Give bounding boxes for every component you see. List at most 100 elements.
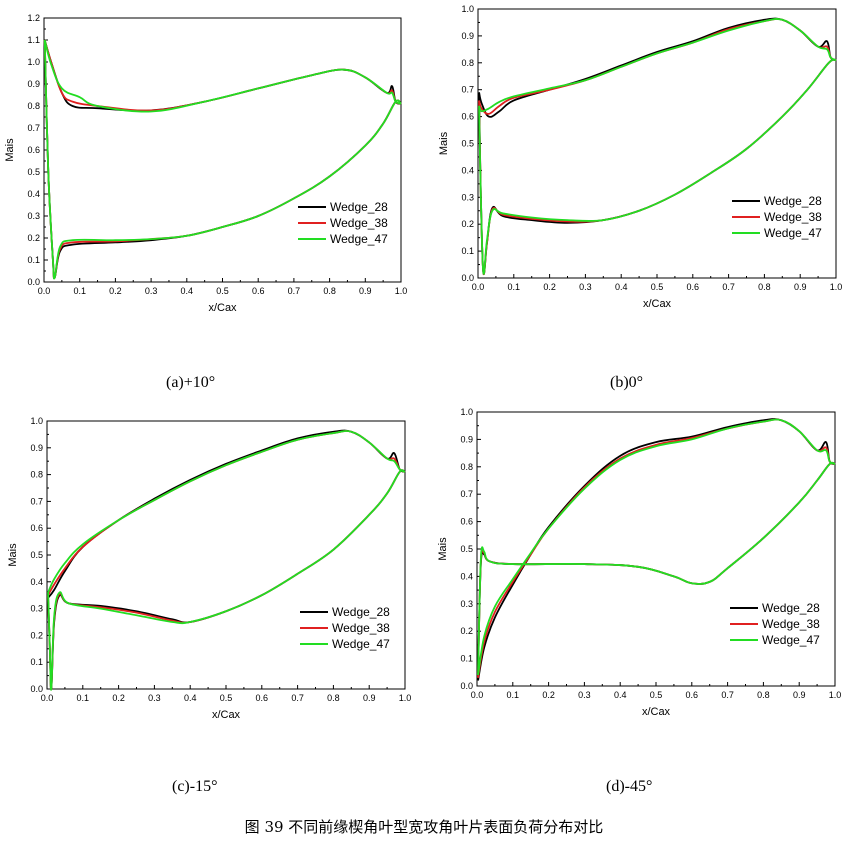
series-line-wedge-38-suction [47, 430, 406, 596]
x-tick-label: 0.8 [758, 282, 771, 292]
series-line-wedge-47-suction [478, 18, 837, 113]
y-tick-label: 0.7 [30, 496, 43, 506]
y-tick-label: 0.9 [460, 434, 473, 444]
y-tick-label: 0.7 [461, 85, 474, 95]
y-tick-label: 0.1 [27, 255, 40, 265]
x-tick-label: 0.1 [507, 690, 520, 700]
x-tick-label: 0.3 [578, 690, 591, 700]
x-tick-label: 0.2 [543, 282, 556, 292]
x-tick-label: 1.0 [830, 282, 843, 292]
y-tick-label: 0.0 [460, 681, 473, 691]
caption-panel-b: (b)0° [610, 374, 644, 391]
x-tick-label: 0.5 [651, 282, 664, 292]
series-line-wedge-28-suction [43, 39, 402, 112]
y-tick-label: 0.5 [27, 167, 40, 177]
x-axis-label: x/Cax [642, 706, 671, 718]
y-axis-label: Mais [4, 138, 16, 162]
x-tick-label: 0.4 [614, 690, 627, 700]
x-tick-label: 0.2 [112, 693, 125, 703]
series-line-wedge-47-pressure [47, 469, 406, 691]
x-tick-label: 1.0 [395, 286, 408, 296]
x-tick-label: 0.1 [508, 282, 521, 292]
y-tick-label: 1.2 [27, 13, 40, 23]
x-tick-label: 0.3 [148, 693, 161, 703]
legend-label-wedge-28: Wedge_28 [332, 605, 390, 619]
x-tick-label: 0.4 [181, 286, 194, 296]
y-tick-label: 1.0 [460, 407, 473, 417]
y-tick-label: 0.2 [461, 219, 474, 229]
y-tick-label: 0.6 [30, 523, 43, 533]
y-tick-label: 0.4 [460, 571, 473, 581]
y-axis-label: Mais [7, 543, 19, 567]
legend-label-wedge-38: Wedge_38 [762, 617, 820, 631]
x-tick-label: 0.3 [579, 282, 592, 292]
y-tick-label: 0.0 [461, 273, 474, 283]
x-tick-label: 0.0 [41, 693, 54, 703]
x-axis-label: x/Cax [212, 709, 241, 721]
y-tick-label: 0.8 [30, 470, 43, 480]
x-tick-label: 1.0 [829, 690, 842, 700]
x-tick-label: 0.8 [327, 693, 340, 703]
y-tick-label: 0.7 [460, 489, 473, 499]
x-tick-label: 0.5 [216, 286, 229, 296]
legend-label-wedge-28: Wedge_28 [330, 200, 388, 214]
y-tick-label: 0.5 [460, 544, 473, 554]
x-tick-label: 0.6 [252, 286, 265, 296]
y-tick-label: 0.5 [30, 550, 43, 560]
y-tick-label: 0.4 [30, 577, 43, 587]
y-tick-label: 0.1 [461, 246, 474, 256]
chart-panel-d: 0.0 0.1 0.2 0.3 0.4 0.5 0.6 0.7 0.8 0.9 1.0 0.0 0.1 0… [437, 407, 841, 718]
x-tick-label: 0.5 [650, 690, 663, 700]
series-line-wedge-38-suction [478, 18, 837, 115]
y-tick-label: 0.2 [30, 630, 43, 640]
x-tick-label: 0.7 [721, 690, 734, 700]
y-tick-label: 0.3 [460, 599, 473, 609]
y-tick-label: 0.9 [27, 79, 40, 89]
legend-label-wedge-28: Wedge_28 [764, 194, 822, 208]
x-tick-label: 0.6 [256, 693, 269, 703]
figure-caption: 图 39 不同前缘楔角叶型宽攻角叶片表面负荷分布对比 [244, 818, 604, 836]
y-tick-label: 0.1 [30, 657, 43, 667]
y-tick-label: 0.3 [461, 192, 474, 202]
y-tick-label: 0.7 [27, 123, 40, 133]
y-tick-label: 0.2 [27, 233, 40, 243]
x-tick-label: 0.7 [288, 286, 301, 296]
x-tick-label: 0.6 [687, 282, 700, 292]
y-tick-label: 0.8 [27, 101, 40, 111]
x-tick-label: 0.8 [757, 690, 770, 700]
series-line-wedge-38-suction [43, 39, 402, 112]
series-line-wedge-47-suction [477, 418, 836, 676]
legend-label-wedge-47: Wedge_47 [332, 637, 390, 651]
y-tick-label: 0.0 [30, 684, 43, 694]
caption-panel-a: (a)+10° [166, 374, 216, 391]
y-tick-label: 0.3 [30, 604, 43, 614]
x-tick-label: 0.6 [686, 690, 699, 700]
y-tick-label: 1.0 [30, 416, 43, 426]
x-tick-label: 0.8 [323, 286, 336, 296]
legend-label-wedge-47: Wedge_47 [764, 226, 822, 240]
x-tick-label: 0.0 [471, 690, 484, 700]
series-line-wedge-47-suction [43, 39, 402, 113]
chart-panel-b: 0.0 0.1 0.2 0.3 0.4 0.5 0.6 0.7 0.8 0.9 1.0 0.0 0.1 0… [438, 4, 842, 310]
y-tick-label: 0.6 [27, 145, 40, 155]
x-tick-label: 0.7 [291, 693, 304, 703]
x-tick-label: 1.0 [399, 693, 412, 703]
x-tick-label: 0.7 [722, 282, 735, 292]
x-axis-label: x/Cax [208, 302, 237, 314]
y-tick-label: 0.4 [461, 165, 474, 175]
y-tick-label: 1.1 [27, 35, 40, 45]
x-tick-label: 0.9 [794, 282, 807, 292]
y-tick-label: 0.6 [460, 517, 473, 527]
y-tick-label: 0.4 [27, 189, 40, 199]
legend-label-wedge-28: Wedge_28 [762, 601, 820, 615]
series-line-wedge-38-pressure [47, 469, 406, 691]
y-tick-label: 0.2 [460, 626, 473, 636]
y-tick-label: 0.6 [461, 112, 474, 122]
x-axis-label: x/Cax [643, 298, 672, 310]
series-line-wedge-47-pressure [43, 39, 402, 280]
series-line-wedge-28-suction [478, 17, 837, 118]
x-tick-label: 0.5 [220, 693, 233, 703]
legend-label-wedge-38: Wedge_38 [330, 216, 388, 230]
chart-panel-a: 0.0 0.1 0.2 0.3 0.4 0.5 0.6 0.7 0.8 0.9 1.0 0.0 0.1 0… [4, 13, 407, 314]
y-tick-label: 0.9 [30, 443, 43, 453]
